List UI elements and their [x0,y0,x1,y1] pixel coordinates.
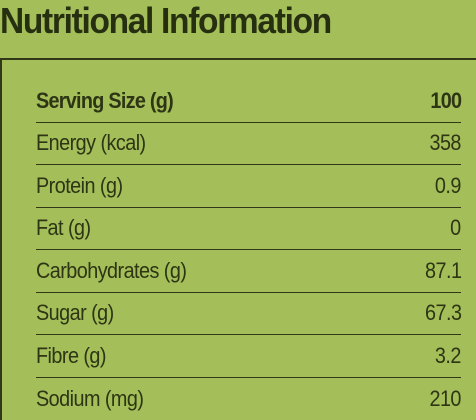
table-row: Energy (kcal) 358 [36,123,462,165]
table-row: Sodium (mg) 210 [36,378,462,420]
table-row: Fat (g) 0 [36,208,462,250]
serving-size-label: Serving Size (g) [36,87,174,113]
nutrient-label: Protein (g) [36,172,123,198]
nutrient-value: 358 [429,130,462,156]
table-row: Fibre (g) 3.2 [36,335,462,378]
nutrient-value: 67.3 [424,300,462,326]
nutrient-label: Sodium (mg) [36,385,144,411]
nutrient-value: 3.2 [435,342,461,368]
nutrition-panel [0,58,476,420]
serving-size-value: 100 [430,87,462,113]
nutrient-label: Sugar (g) [36,300,114,326]
nutrient-value: 210 [429,385,462,411]
nutrient-value: 87.1 [424,257,462,283]
nutrient-label: Fibre (g) [36,342,106,368]
table-row: Carbohydrates (g) 87.1 [36,250,462,293]
nutrient-label: Energy (kcal) [36,130,146,156]
nutrition-table: Serving Size (g) 100 Energy (kcal) 358 P… [36,80,462,420]
table-header-row: Serving Size (g) 100 [36,80,462,123]
nutrient-label: Fat (g) [36,215,91,241]
table-row: Protein (g) 0.9 [36,165,462,208]
nutrient-label: Carbohydrates (g) [36,257,187,283]
page-title: Nutritional Information [0,0,332,41]
nutrient-value: 0 [450,215,462,241]
table-row: Sugar (g) 67.3 [36,293,462,335]
nutrient-value: 0.9 [435,172,461,198]
